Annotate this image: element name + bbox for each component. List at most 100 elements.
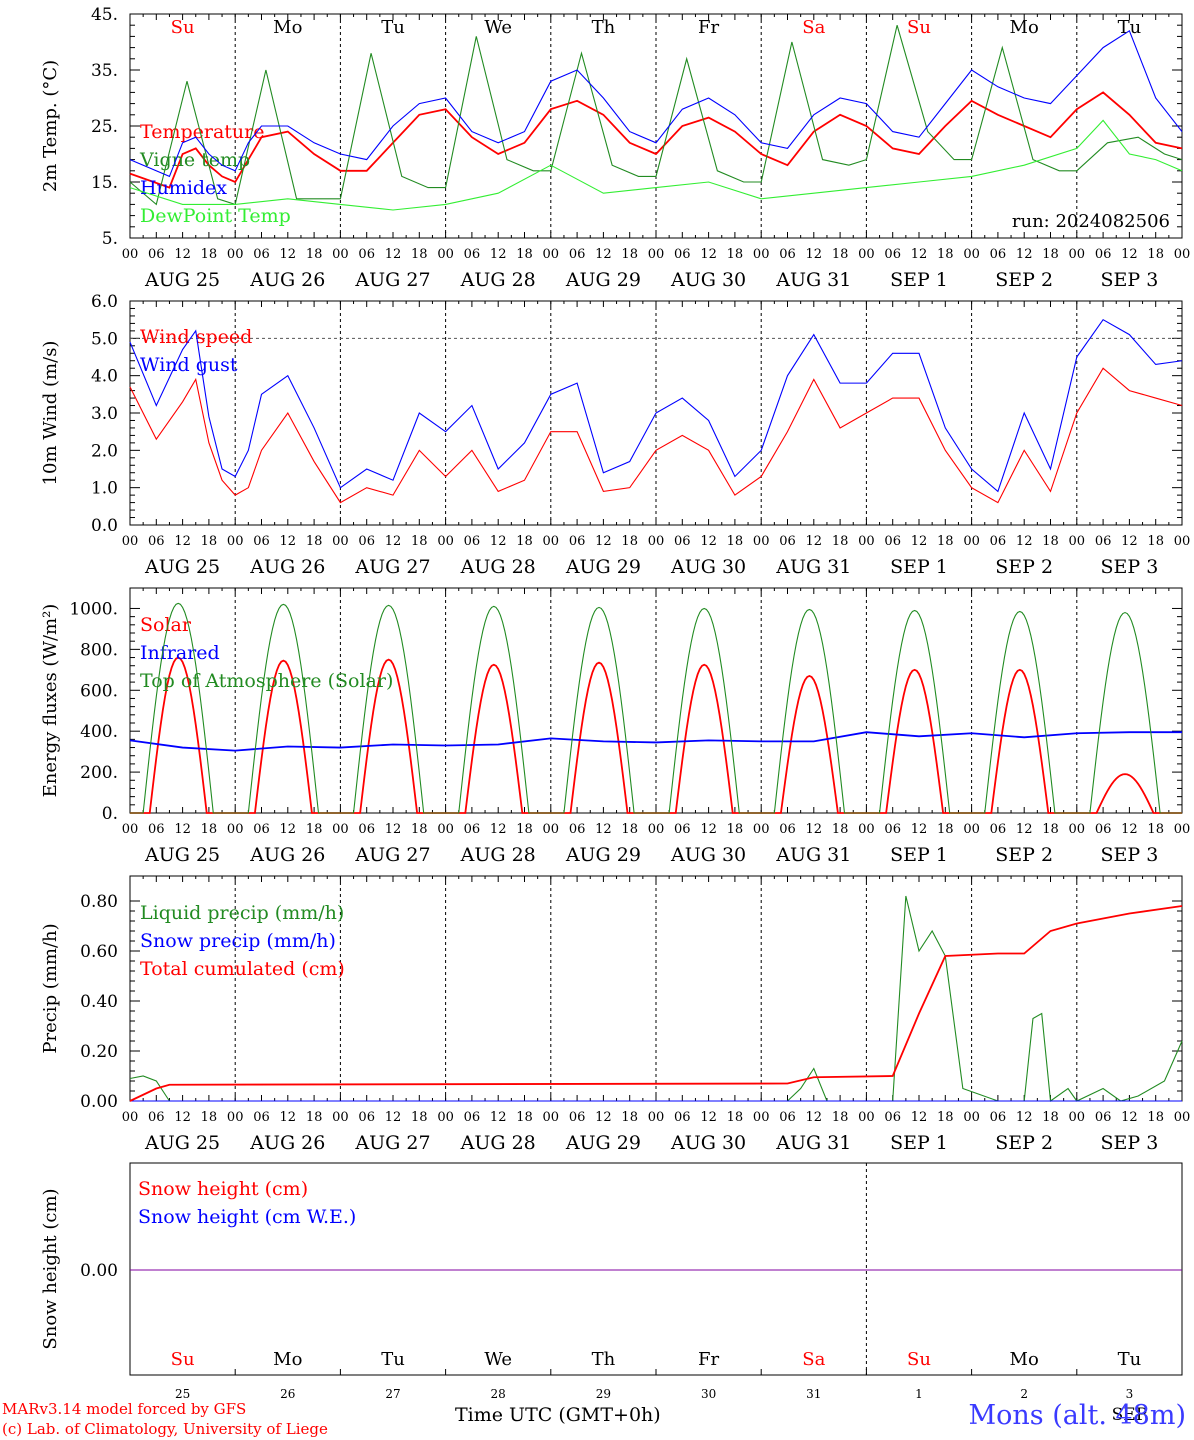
hour-tick-label: 18 (1147, 822, 1164, 837)
hour-tick-label: 18 (306, 247, 323, 262)
hour-tick-label: 00 (963, 822, 980, 837)
hour-tick-label: 06 (1095, 247, 1112, 262)
series-line-vigne-temp (129, 25, 1183, 206)
hour-tick-label: 06 (253, 822, 270, 837)
hour-tick-label: 12 (1016, 247, 1033, 262)
hour-tick-label: 18 (1042, 822, 1059, 837)
day-label: Sa (802, 1349, 825, 1370)
hour-tick-label: 00 (1174, 247, 1191, 262)
date-label: AUG 28 (460, 269, 536, 291)
hour-tick-label: 06 (779, 822, 796, 837)
legend-entry: Solar (140, 614, 192, 636)
date-label: AUG 30 (670, 269, 746, 291)
date-label: SEP 3 (1100, 556, 1158, 578)
hour-tick-label: 00 (648, 534, 665, 549)
hour-tick-label: 00 (227, 1110, 244, 1125)
date-label: AUG 27 (354, 844, 430, 866)
hour-tick-label: 00 (437, 822, 454, 837)
panel-frame (129, 587, 1183, 814)
series-line-wind-speed (129, 367, 1183, 504)
hour-tick-label: 18 (306, 1110, 323, 1125)
hour-tick-label: 06 (253, 1110, 270, 1125)
hour-tick-label: 12 (1016, 534, 1033, 549)
series-line-wind-gust (129, 318, 1183, 493)
hour-tick-label: 18 (516, 247, 533, 262)
hour-tick-label: 12 (806, 534, 823, 549)
hour-tick-label: 00 (332, 822, 349, 837)
hour-tick-label: 12 (911, 1110, 928, 1125)
hour-tick-label: 12 (911, 247, 928, 262)
date-label: AUG 31 (775, 1132, 851, 1154)
hour-tick-label: 18 (411, 1110, 428, 1125)
date-label: AUG 26 (249, 269, 325, 291)
hour-tick-label: 06 (1095, 1110, 1112, 1125)
y-axis-title: 2m Temp. (°C) (40, 60, 61, 192)
hour-tick-label: 00 (437, 534, 454, 549)
hour-tick-label: 12 (490, 1110, 507, 1125)
legend-entry: Temperature (140, 121, 264, 143)
hour-tick-label: 18 (306, 822, 323, 837)
date-label: AUG 29 (565, 269, 641, 291)
hour-tick-label: 00 (227, 247, 244, 262)
hour-tick-label: 06 (464, 1110, 481, 1125)
day-label: Mo (273, 17, 302, 38)
month-label: SEP (1112, 1405, 1148, 1425)
date-label: AUG 28 (460, 1132, 536, 1154)
hour-tick-label: 00 (227, 822, 244, 837)
day-label: Mo (1010, 17, 1039, 38)
day-number: 29 (596, 1387, 611, 1401)
day-number: 25 (175, 1387, 190, 1401)
hour-tick-label: 00 (963, 1110, 980, 1125)
day-label: Th (592, 1349, 616, 1370)
hour-tick-label: 12 (911, 534, 928, 549)
day-number: 1 (915, 1387, 923, 1401)
hour-tick-label: 12 (911, 822, 928, 837)
hour-tick-label: 00 (122, 1110, 139, 1125)
y-tick-label: 0.0 (91, 516, 118, 536)
date-label: AUG 25 (144, 844, 220, 866)
hour-tick-label: 00 (753, 534, 770, 549)
day-label: Su (907, 17, 931, 38)
day-number: 28 (491, 1387, 506, 1401)
day-label: We (484, 1349, 512, 1370)
hour-tick-label: 18 (937, 822, 954, 837)
station-name: Mons (alt. 48m) (968, 1400, 1186, 1431)
day-label: Mo (273, 1349, 302, 1370)
hour-tick-label: 18 (1147, 534, 1164, 549)
legend-entry: Wind gust (140, 354, 238, 376)
hour-tick-label: 12 (1016, 1110, 1033, 1125)
series-line-dewpoint-temp (129, 119, 1183, 211)
y-tick-label: 0.00 (80, 1092, 118, 1112)
hour-tick-label: 12 (806, 247, 823, 262)
date-label: AUG 28 (460, 556, 536, 578)
series-line-humidex (129, 29, 1183, 178)
hour-tick-label: 06 (674, 1110, 691, 1125)
hour-tick-label: 06 (884, 247, 901, 262)
hour-tick-label: 00 (332, 534, 349, 549)
hour-tick-label: 06 (884, 534, 901, 549)
y-tick-label: 0.40 (80, 992, 118, 1012)
hour-tick-label: 00 (332, 1110, 349, 1125)
day-label: Su (907, 1349, 931, 1370)
hour-tick-label: 00 (437, 247, 454, 262)
hour-tick-label: 12 (1121, 1110, 1138, 1125)
hour-tick-label: 12 (174, 1110, 191, 1125)
legend-entry: Snow height (cm) (138, 1178, 308, 1200)
hour-tick-label: 18 (1147, 1110, 1164, 1125)
hour-tick-label: 18 (411, 822, 428, 837)
hour-tick-label: 06 (148, 822, 165, 837)
hour-tick-label: 18 (727, 534, 744, 549)
date-label: AUG 31 (775, 844, 851, 866)
hour-tick-label: 06 (569, 247, 586, 262)
hour-tick-label: 06 (674, 247, 691, 262)
y-tick-label: 0.80 (80, 892, 118, 912)
day-label: Th (592, 17, 616, 38)
hour-tick-label: 00 (753, 247, 770, 262)
hour-tick-label: 18 (516, 822, 533, 837)
y-tick-label: 0.60 (80, 942, 118, 962)
date-label: AUG 26 (249, 844, 325, 866)
hour-tick-label: 00 (648, 1110, 665, 1125)
run-annotation: run: 2024082506 (1012, 211, 1170, 232)
date-label: AUG 31 (775, 556, 851, 578)
hour-tick-label: 18 (1147, 247, 1164, 262)
